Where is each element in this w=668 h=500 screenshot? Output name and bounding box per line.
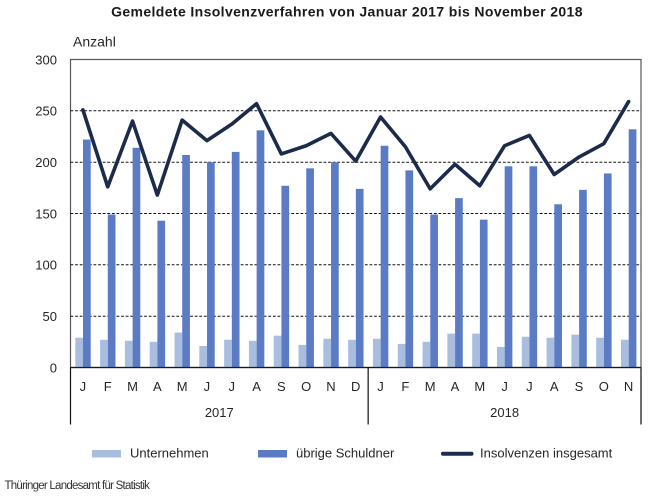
svg-text:M: M xyxy=(425,379,436,394)
svg-text:S: S xyxy=(277,379,286,394)
svg-text:M: M xyxy=(177,379,188,394)
svg-text:50: 50 xyxy=(43,309,57,324)
svg-text:N: N xyxy=(326,379,335,394)
svg-text:A: A xyxy=(451,379,460,394)
svg-text:S: S xyxy=(575,379,584,394)
svg-text:O: O xyxy=(301,379,311,394)
svg-text:A: A xyxy=(252,379,261,394)
svg-text:Insolvenzen insgesamt: Insolvenzen insgesamt xyxy=(480,446,613,461)
svg-text:Unternehmen: Unternehmen xyxy=(130,446,209,461)
svg-text:300: 300 xyxy=(35,52,57,67)
svg-text:2017: 2017 xyxy=(205,405,234,420)
svg-text:100: 100 xyxy=(35,258,57,273)
svg-text:F: F xyxy=(104,379,112,394)
svg-text:J: J xyxy=(526,379,533,394)
svg-text:D: D xyxy=(351,379,360,394)
svg-text:J: J xyxy=(80,379,87,394)
svg-text:übrige Schuldner: übrige Schuldner xyxy=(296,446,395,461)
svg-text:Thüringer Landesamt für Statis: Thüringer Landesamt für Statistik xyxy=(5,480,151,492)
svg-text:N: N xyxy=(624,379,633,394)
svg-text:J: J xyxy=(501,379,508,394)
svg-text:0: 0 xyxy=(50,360,57,375)
svg-text:O: O xyxy=(599,379,609,394)
svg-text:Anzahl: Anzahl xyxy=(73,34,116,50)
svg-text:200: 200 xyxy=(35,155,57,170)
svg-text:A: A xyxy=(153,379,162,394)
svg-text:2018: 2018 xyxy=(490,405,519,420)
svg-text:J: J xyxy=(377,379,384,394)
svg-text:M: M xyxy=(127,379,138,394)
svg-text:250: 250 xyxy=(35,104,57,119)
svg-text:150: 150 xyxy=(35,206,57,221)
svg-text:J: J xyxy=(204,379,211,394)
svg-text:F: F xyxy=(401,379,409,394)
svg-text:J: J xyxy=(228,379,235,394)
svg-text:A: A xyxy=(550,379,559,394)
svg-text:M: M xyxy=(474,379,485,394)
svg-text:Gemeldete Insolvenzverfahren v: Gemeldete Insolvenzverfahren von Januar … xyxy=(111,4,583,20)
